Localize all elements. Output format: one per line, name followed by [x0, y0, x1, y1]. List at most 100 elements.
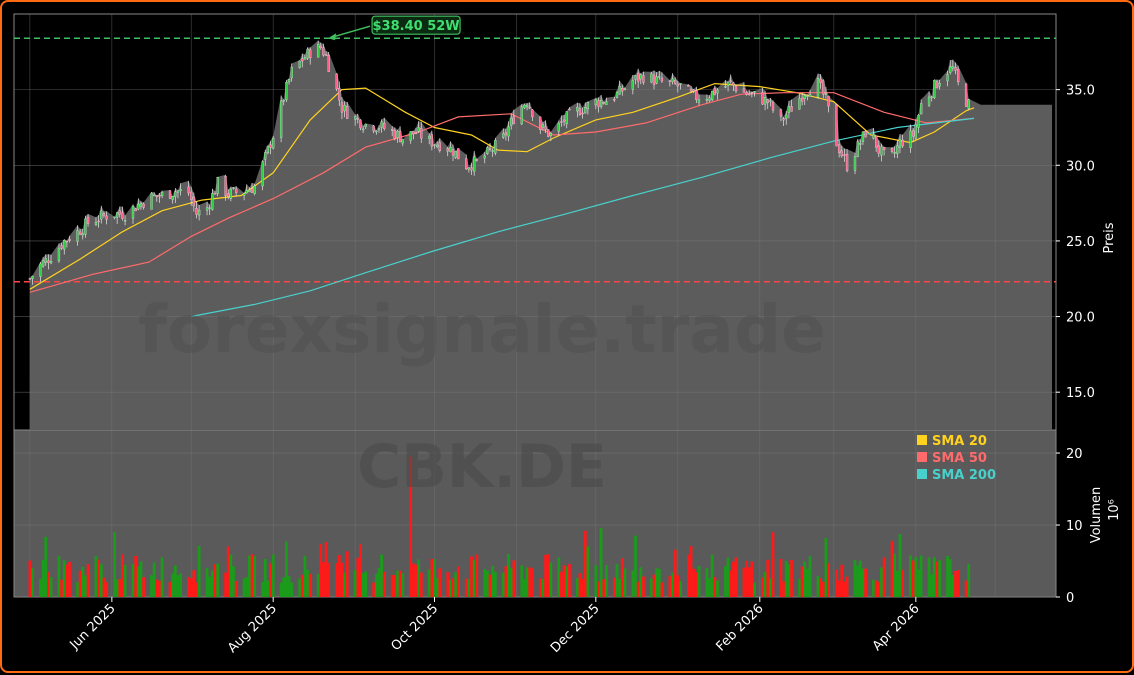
sma-line-2	[191, 117, 975, 318]
candle-body	[229, 188, 233, 199]
candle-body	[549, 133, 553, 136]
candle-body	[340, 102, 344, 113]
volume-bar	[726, 557, 730, 597]
candle-body	[433, 144, 436, 146]
volume-bar	[800, 566, 804, 597]
candle-body	[266, 145, 270, 154]
volume-bar	[456, 566, 460, 597]
candle-body	[938, 83, 941, 87]
sma-line-0	[29, 82, 975, 290]
candle-body	[451, 149, 455, 156]
volume-bar	[538, 578, 542, 597]
volume-bar	[76, 582, 79, 597]
volume-bar	[895, 570, 899, 597]
volume-bar	[356, 557, 360, 597]
volume-bar	[155, 579, 159, 597]
candle-body	[398, 131, 402, 143]
candle-body	[890, 148, 894, 152]
candle-body	[732, 82, 735, 86]
volume-bar	[491, 565, 495, 597]
volume-bar	[197, 545, 201, 597]
volume-bar	[689, 546, 693, 597]
volume-bar	[139, 561, 143, 597]
volume-bar	[84, 575, 87, 597]
volume-bar	[396, 570, 399, 597]
candle-body	[512, 116, 515, 124]
volume-bar	[938, 560, 942, 597]
candle-body	[713, 88, 716, 95]
candle-body	[81, 233, 84, 236]
candle-body	[748, 93, 751, 95]
candle-body	[697, 99, 701, 103]
candle-body	[957, 68, 960, 83]
candle-body	[618, 86, 621, 95]
candle-body	[335, 73, 338, 90]
price-ytick-label: 20.0	[1066, 311, 1095, 326]
volume-bar	[766, 559, 770, 597]
candle-body	[197, 209, 201, 216]
volume-bar	[660, 582, 664, 597]
volume-bar	[31, 568, 34, 597]
candle-body	[57, 247, 61, 262]
candle-body	[787, 106, 791, 113]
candle-body	[153, 194, 156, 197]
candle-body	[896, 145, 899, 154]
volume-bar	[94, 556, 98, 597]
volume-bar	[710, 554, 714, 597]
volume-bar	[787, 564, 791, 597]
volume-bar	[694, 572, 698, 597]
candle-body	[475, 159, 478, 161]
legend-label-1: SMA 50	[932, 451, 987, 466]
volume-bar	[954, 570, 957, 597]
candle-body	[557, 122, 560, 132]
volume-bar	[708, 577, 711, 597]
candle-body	[930, 96, 933, 98]
candle-body	[380, 121, 383, 128]
candle-body	[272, 137, 275, 149]
candle-body	[637, 72, 640, 82]
candle-body	[316, 43, 320, 58]
volume-bar	[187, 577, 190, 597]
volume-bar	[597, 581, 600, 597]
candle-body	[671, 78, 674, 82]
candle-body	[695, 90, 698, 100]
candle-body	[674, 79, 677, 84]
volume-bar	[340, 562, 344, 597]
candle-body	[160, 192, 164, 196]
candle-body	[287, 79, 291, 83]
candle-body	[578, 108, 582, 115]
candle-body	[912, 130, 915, 137]
volume-bar	[359, 544, 362, 597]
candle-body	[893, 152, 896, 154]
candle-body	[303, 57, 307, 60]
candle-body	[798, 98, 801, 110]
volume-bar	[234, 580, 238, 597]
candle-body	[705, 99, 709, 101]
volume-bar	[118, 579, 122, 597]
xtick-label: Apr 2026	[870, 601, 923, 654]
candle-body	[689, 88, 693, 92]
candle-body	[205, 207, 209, 211]
candle-body	[401, 139, 404, 144]
volume-ytick-label: 0	[1066, 591, 1074, 606]
volume-bar	[247, 555, 251, 597]
candle-body	[290, 66, 293, 79]
volume-bar	[686, 554, 690, 597]
candle-body	[44, 258, 47, 263]
candle-body	[800, 97, 804, 102]
volume-bar	[250, 554, 254, 597]
candle-body	[763, 97, 767, 105]
volume-bar	[226, 546, 230, 597]
volume-bar	[483, 569, 487, 597]
volume-bar	[382, 571, 386, 597]
volume-bar	[179, 573, 183, 597]
volume-bar	[113, 531, 116, 597]
legend-swatch-0	[917, 435, 927, 445]
candle-body	[414, 132, 418, 135]
volume-bar	[486, 570, 489, 597]
candle-body	[377, 128, 381, 130]
volume-bar	[562, 565, 566, 597]
candle-body	[192, 196, 195, 207]
candle-body	[613, 99, 616, 101]
